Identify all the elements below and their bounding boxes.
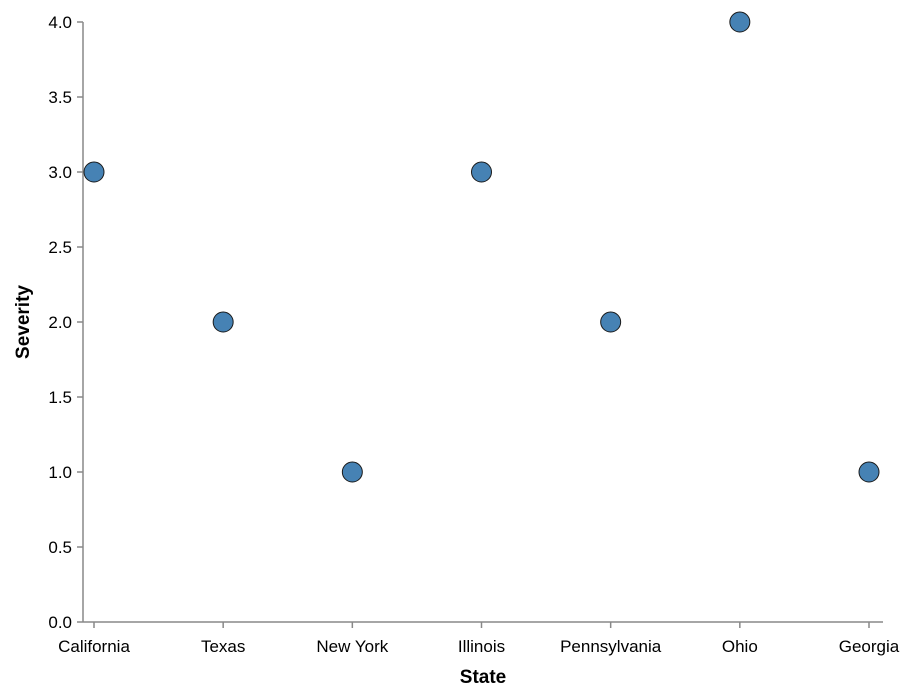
x-tick-label: Illinois [458,637,505,656]
x-tick-group: California Texas New York Illinois Pennsylva… [58,622,900,656]
y-tick-label: 1.5 [48,388,72,407]
y-tick-label: 0.5 [48,538,72,557]
y-tick-label: 0.0 [48,613,72,632]
data-point [471,161,492,183]
x-tick-label: New York [316,637,388,656]
y-tick-label: 3.0 [48,163,72,182]
data-point [341,461,363,483]
x-tick-label: Georgia [839,637,900,656]
x-tick-label: Texas [201,637,245,656]
y-tick-label: 4.0 [48,13,72,32]
y-tick-label: 2.0 [48,313,72,332]
data-point [212,311,234,333]
y-tick-label: 1.0 [48,463,72,482]
x-axis-title: State [460,667,506,688]
x-tick-label: California [58,637,130,656]
data-point [729,11,751,33]
y-tick-label: 2.5 [48,238,72,257]
data-point [858,461,880,483]
data-points [83,11,880,483]
x-tick-label: Ohio [722,637,758,656]
data-point [600,311,622,333]
y-tick-group: 0.0 0.5 1.0 1.5 2.0 2.5 3.0 3.5 4.0 [48,13,83,632]
x-tick-label: Pennsylvania [560,637,662,656]
y-axis-title: Severity [13,285,34,359]
y-tick-label: 3.5 [48,88,72,107]
data-point [83,161,105,183]
